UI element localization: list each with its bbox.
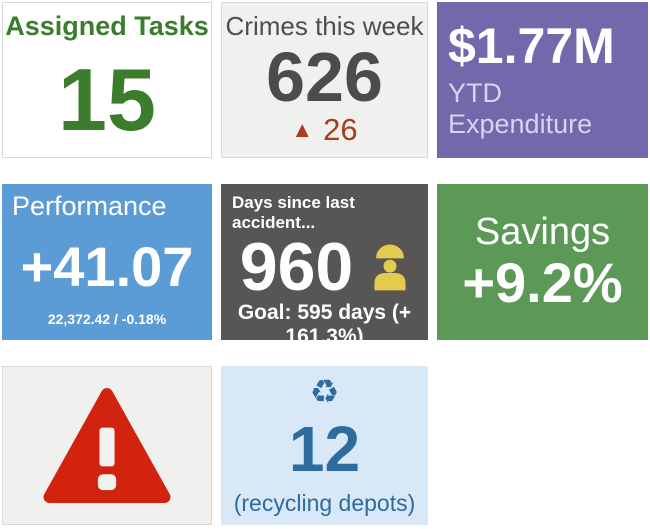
performance-title: Performance: [12, 191, 167, 221]
assigned-tasks-title: Assigned Tasks: [5, 11, 209, 41]
tile-ytd-expenditure: $1.77M YTD Expenditure: [437, 2, 648, 158]
performance-value-wrap: +41.07: [2, 222, 212, 311]
worker-icon: [374, 244, 406, 291]
empty-cell: [437, 366, 648, 525]
expenditure-label: YTD Expenditure: [448, 78, 593, 140]
crimes-value-wrap: 626: [222, 42, 427, 112]
expenditure-value: $1.77M: [448, 17, 615, 74]
delta-up-icon: ▲: [291, 117, 314, 142]
tile-performance: Performance +41.07 22,372.42 / -0.18%: [2, 184, 212, 340]
tile-crimes-this-week: Crimes this week 626 ▲ 26: [221, 2, 428, 158]
crimes-delta-value: 26: [323, 112, 358, 147]
performance-value: +41.07: [20, 234, 194, 298]
crimes-delta: ▲ 26: [222, 112, 427, 148]
tile-days-since-accident: Days since last accident... 960 Goal: 59…: [221, 184, 428, 340]
accident-title: Days since last accident...: [232, 193, 355, 232]
recycle-icon: ♻: [309, 373, 340, 410]
tile-assigned-tasks: Assigned Tasks 15: [2, 2, 212, 158]
tile-warning: [2, 366, 212, 525]
tile-recycling-depots: ♻ 12 (recycling depots): [221, 366, 428, 525]
recycling-label: (recycling depots): [233, 490, 416, 516]
warning-triangle-icon: [43, 387, 171, 504]
crimes-value: 626: [266, 38, 383, 116]
savings-value: +9.2%: [462, 250, 623, 314]
recycling-value: 12: [288, 413, 361, 485]
tile-savings: Savings +9.2%: [437, 184, 648, 340]
assigned-tasks-value: 15: [58, 49, 156, 149]
accident-goal: Goal: 595 days (+ 161.3%): [237, 301, 412, 340]
assigned-tasks-value-wrap: 15: [3, 42, 211, 157]
savings-title: Savings: [474, 210, 611, 253]
performance-detail: 22,372.42 / -0.18%: [47, 311, 167, 327]
recycling-value-wrap: 12: [221, 408, 428, 490]
accident-value-row: 960: [221, 233, 428, 301]
accident-value: 960: [239, 229, 354, 305]
crimes-title: Crimes this week: [225, 11, 424, 41]
